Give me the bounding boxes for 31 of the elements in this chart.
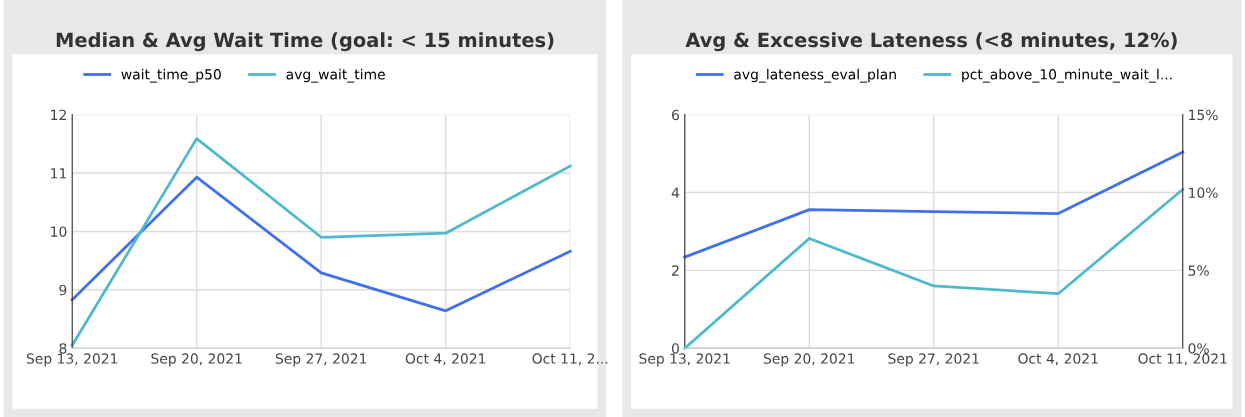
- y-tick-label: 4: [671, 187, 680, 198]
- y-tick-label: 12: [51, 109, 66, 120]
- chart-title: Median & Avg Wait Time (goal: < 15 minutes): [56, 32, 554, 52]
- y-tick-label: 0: [671, 343, 679, 354]
- line-series: [70, 175, 572, 313]
- legend-label: avg_wait_time: [286, 68, 385, 83]
- chart-title: Avg & Excessive Lateness (<8 minutes, 12%): [685, 32, 1177, 52]
- y-tick-label: 6: [672, 109, 680, 121]
- x-tick-label: Sep 20, 2021: [151, 353, 242, 367]
- y-tick-label: 2: [672, 265, 679, 276]
- x-tick-label: Sep 27, 2021: [275, 353, 367, 367]
- line-series: [683, 150, 1185, 259]
- y2-tick-label: 10%: [1189, 187, 1218, 198]
- legend-label: pct_above_10_minute_wait_l...: [962, 68, 1172, 83]
- y-tick-label: 9: [59, 284, 67, 296]
- y-tick-label: 8: [59, 343, 67, 354]
- y-tick-label: 11: [51, 168, 67, 179]
- x-tick-label: Oct 11, 2...: [532, 353, 608, 366]
- x-tick-label: Sep 13, 2021: [639, 353, 730, 367]
- x-tick-label: Oct 4, 2021: [405, 353, 486, 366]
- y-tick-label: 10: [51, 226, 67, 237]
- x-tick-label: Sep 13, 2021: [26, 353, 118, 367]
- x-tick-label: Sep 20, 2021: [763, 353, 855, 367]
- y2-tick-label: 15%: [1189, 109, 1218, 121]
- x-tick-label: Oct 4, 2021: [1018, 353, 1098, 366]
- x-tick-label: Oct 11, 2021: [1138, 353, 1227, 366]
- y2-tick-label: 0%: [1188, 343, 1209, 354]
- x-tick-label: Sep 27, 2021: [888, 353, 979, 367]
- y2-tick-label: 5%: [1188, 265, 1209, 276]
- legend-label: wait_time_p50: [121, 68, 221, 83]
- legend-label: avg_lateness_eval_plan: [734, 68, 896, 83]
